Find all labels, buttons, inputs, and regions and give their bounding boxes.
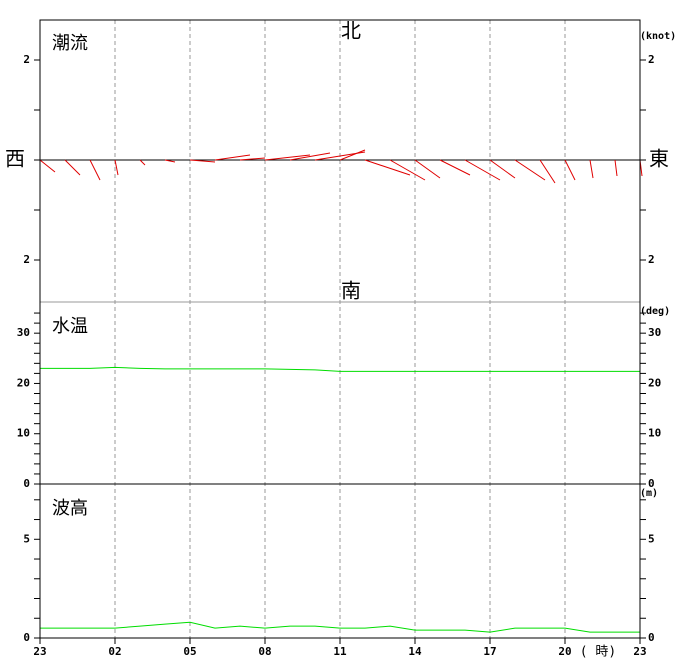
current-vector [289,152,331,161]
current-vector [114,159,119,176]
x-tick-label: 08 [258,645,271,658]
current-vector [439,159,471,176]
y2-tick-label: 0 [648,477,655,490]
current-vector [614,159,618,177]
y-tick-label: 2 [23,253,30,266]
west-label: 西 [5,147,25,171]
current-vector [214,154,251,161]
y-tick-label: 10 [17,427,30,440]
y2-tick-label: 2 [648,53,655,66]
north-label: 北 [341,19,361,43]
y2-tick-label: 2 [648,253,655,266]
x-tick-label: 02 [108,645,121,658]
current-vector [339,149,366,161]
y2-tick-label: 20 [648,376,661,389]
current-vector [414,159,441,179]
x-tick-label: 14 [408,645,422,658]
x-tick-label: 20 [558,645,571,658]
y-tick-label: 0 [23,477,30,490]
y-tick-label: 5 [23,532,30,545]
y-tick-label: 30 [17,326,30,339]
current-vector [139,159,146,166]
current-vector [589,159,594,179]
x-axis-label: ( 時) [580,645,616,660]
south-label: 南 [341,279,361,303]
current-vector [89,159,101,181]
x-tick-label: 11 [333,645,347,658]
current-vector [564,159,576,181]
current-vector [39,159,56,173]
current-vector [514,159,546,181]
y-tick-label: 0 [23,631,30,644]
x-tick-label: 05 [183,645,196,658]
current-vector [189,159,216,163]
x-tick-label: 23 [33,645,46,658]
x-tick-label: 23 [633,645,646,658]
current-vector [264,154,311,161]
y-tick-label: 20 [17,376,30,389]
y2-tick-label: 10 [648,427,661,440]
panel-title: 波高 [52,498,88,519]
data-line [40,366,640,372]
plot-frame [39,19,641,639]
unit-label: (knot) [640,31,676,42]
data-line [40,621,640,633]
current-vector [64,159,81,176]
current-vector [539,159,556,184]
current-vector [464,159,501,181]
y2-tick-label: 5 [648,532,655,545]
y2-tick-label: 0 [648,631,655,644]
unit-label: (deg) [640,306,670,317]
east-label: 東 [649,147,669,171]
current-vector [364,159,411,176]
current-vector [239,157,266,161]
current-vector [489,159,516,179]
current-vector [164,159,176,163]
panel-title: 潮流 [52,33,88,54]
current-vector [389,159,426,181]
unit-label: (m) [640,488,658,499]
y2-tick-label: 30 [648,326,661,339]
panel-title: 水温 [52,316,88,337]
y-tick-label: 2 [23,53,30,66]
x-tick-label: 17 [483,645,496,658]
